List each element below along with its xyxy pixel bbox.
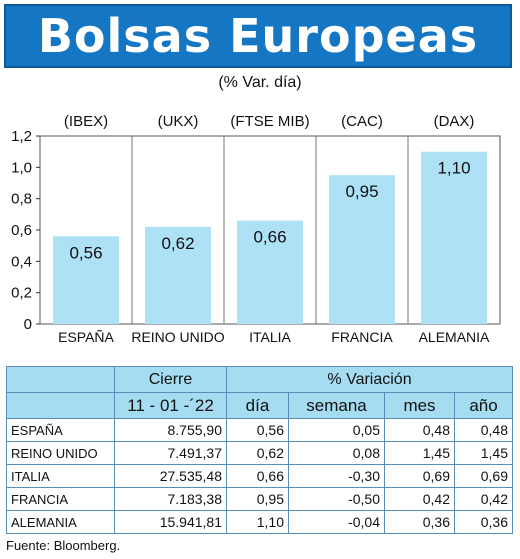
- category-label: FRANCIA: [331, 329, 393, 345]
- bar-value-label: 1,10: [437, 159, 470, 178]
- y-tick-label: 0,2: [11, 285, 32, 302]
- bar-value-label: 0,62: [161, 234, 194, 253]
- table-row: ESPAÑA 8.755,90 0,56 0,05 0,48 0,48: [6, 418, 513, 442]
- header-semana: semana: [288, 392, 385, 419]
- row-mes: 0,48: [384, 418, 455, 442]
- bar: [237, 220, 303, 324]
- subheader-empty: [6, 392, 115, 419]
- bar-value-label: 0,56: [69, 243, 102, 262]
- row-cierre: 8.755,90: [114, 418, 227, 442]
- row-semana: -0,04: [288, 510, 385, 534]
- source-note: Fuente: Bloomberg.: [6, 538, 121, 553]
- row-name: REINO UNIDO: [6, 441, 115, 465]
- table-row: REINO UNIDO 7.491,37 0,62 0,08 1,45 1,45: [6, 441, 513, 465]
- row-cierre: 27.535,48: [114, 464, 227, 488]
- table-row: ALEMANIA 15.941,81 1,10 -0,04 0,36 0,36: [6, 510, 513, 534]
- bar: [145, 226, 211, 324]
- bar-chart: 0 0,2 0,4 0,6 0,8 1,0 1,2 0,56 ESPAÑA (IBEX) 0,62 R…: [11, 113, 501, 345]
- bar: [53, 236, 119, 324]
- row-name: FRANCIA: [6, 487, 115, 511]
- row-cierre: 7.183,38: [114, 487, 227, 511]
- category-label: ITALIA: [249, 329, 291, 345]
- header-variacion: % Variación: [226, 366, 513, 393]
- bar: [421, 151, 487, 324]
- header-ano: año: [454, 392, 513, 419]
- row-name: ESPAÑA: [6, 418, 115, 442]
- row-dia: 0,62: [226, 441, 289, 465]
- header-cierre: Cierre: [114, 366, 227, 393]
- category-label: ESPAÑA: [58, 329, 114, 345]
- bar-value-label: 0,66: [253, 228, 286, 247]
- row-ano: 1,45: [454, 441, 513, 465]
- row-dia: 1,10: [226, 510, 289, 534]
- table-row: FRANCIA 7.183,38 0,95 -0,50 0,42 0,42: [6, 487, 513, 511]
- row-semana: -0,30: [288, 464, 385, 488]
- row-cierre: 15.941,81: [114, 510, 227, 534]
- row-mes: 1,45: [384, 441, 455, 465]
- row-ano: 0,48: [454, 418, 513, 442]
- row-semana: -0,50: [288, 487, 385, 511]
- bar-value-label: 0,95: [345, 182, 378, 201]
- y-tick-label: 0: [24, 316, 32, 333]
- row-semana: 0,05: [288, 418, 385, 442]
- index-label: (FTSE MIB): [230, 113, 309, 130]
- row-ano: 0,69: [454, 464, 513, 488]
- row-semana: 0,08: [288, 441, 385, 465]
- bar: [329, 175, 395, 324]
- header-empty: [6, 366, 115, 393]
- y-tick-label: 1,2: [11, 128, 32, 145]
- index-label: (DAX): [434, 113, 475, 130]
- row-cierre: 7.491,37: [114, 441, 227, 465]
- y-tick-label: 0,6: [11, 222, 32, 239]
- index-label: (UKX): [158, 113, 199, 130]
- y-tick-label: 1,0: [11, 159, 32, 176]
- table-row: ITALIA 27.535,48 0,66 -0,30 0,69 0,69: [6, 464, 513, 488]
- table-subheader-row: 11 - 01 -´22 día semana mes año: [6, 392, 513, 419]
- index-label: (IBEX): [64, 113, 108, 130]
- y-tick-label: 0,4: [11, 253, 32, 270]
- row-name: ITALIA: [6, 464, 115, 488]
- row-ano: 0,42: [454, 487, 513, 511]
- y-tick-label: 0,8: [11, 191, 32, 208]
- row-mes: 0,42: [384, 487, 455, 511]
- row-ano: 0,36: [454, 510, 513, 534]
- row-dia: 0,56: [226, 418, 289, 442]
- index-label: (CAC): [341, 113, 383, 130]
- row-name: ALEMANIA: [6, 510, 115, 534]
- row-dia: 0,95: [226, 487, 289, 511]
- chart-title: Bolsas Europeas: [37, 9, 479, 63]
- data-table-wrap: Cierre % Variación 11 - 01 -´22 día sema…: [6, 366, 513, 534]
- chart-subtitle: (% Var. día): [218, 74, 302, 91]
- data-table: Cierre % Variación 11 - 01 -´22 día sema…: [6, 366, 513, 534]
- row-mes: 0,36: [384, 510, 455, 534]
- header-dia: día: [226, 392, 289, 419]
- row-dia: 0,66: [226, 464, 289, 488]
- category-label: ALEMANIA: [419, 329, 490, 345]
- header-mes: mes: [384, 392, 455, 419]
- title-banner: Bolsas Europeas: [4, 4, 512, 68]
- table-header-row: Cierre % Variación: [6, 366, 513, 393]
- category-label: REINO UNIDO: [131, 329, 224, 345]
- header-date: 11 - 01 -´22: [114, 392, 227, 419]
- row-mes: 0,69: [384, 464, 455, 488]
